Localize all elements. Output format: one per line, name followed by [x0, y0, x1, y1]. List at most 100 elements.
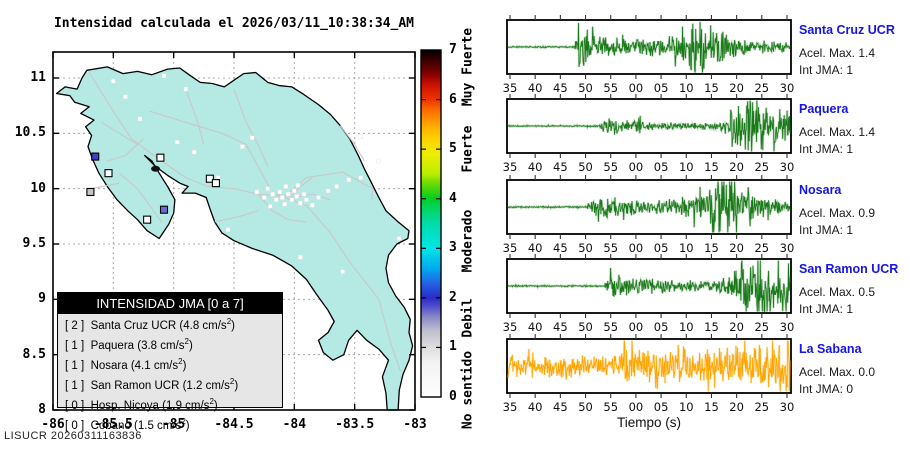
colorbar-category-label: Debil: [460, 298, 476, 338]
panel-x-tick-label: 35: [502, 160, 518, 174]
accel-max-label: Acel. Max. 1.4: [799, 46, 876, 60]
map-x-tick-label: -86: [41, 417, 65, 432]
station-dot: [358, 175, 363, 180]
station-dot: [283, 184, 289, 189]
panel-x-tick-label: 15: [704, 241, 719, 255]
station-dot: [397, 236, 402, 241]
map-y-tick-label: 9: [38, 291, 46, 307]
panel-x-tick-label: 25: [754, 320, 770, 334]
station-dot: [175, 139, 180, 145]
panel-x-tick-label: 10: [678, 160, 694, 174]
map-x-tick-label: -85.5: [93, 417, 133, 432]
map-y-tick-label: 10: [30, 180, 46, 196]
accel-max-label: Acel. Max. 0.9: [799, 206, 876, 220]
station-name-label: Nosara: [799, 183, 842, 197]
panel-x-tick-label: 05: [653, 160, 669, 174]
panel-x-tick-label: 15: [704, 320, 719, 334]
station-dot: [298, 255, 303, 260]
station-dot: [325, 188, 331, 194]
panel-x-tick-label: 00: [628, 241, 644, 255]
int-jma-label: Int JMA: 1: [799, 223, 854, 237]
waveform-trace: [507, 260, 791, 313]
legend-entry: [ 1 ] Nosara (4.1 cm/s2): [65, 357, 187, 372]
panel-x-tick-label: 50: [578, 241, 593, 255]
colorbar-number: 6: [449, 91, 457, 107]
station-name-label: San Ramon UCR: [799, 262, 899, 276]
station-dot: [346, 177, 351, 183]
station-dot: [240, 144, 245, 149]
roads: [88, 72, 402, 372]
panel-ticks: [509, 254, 788, 318]
panel-x-tick-label: 30: [779, 81, 795, 95]
panel-x-tick-label: 20: [729, 160, 744, 174]
map-y-tick-label: 10.5: [14, 125, 46, 141]
panel-x-tick-label: 35: [502, 81, 518, 95]
colorbar-number: 5: [449, 141, 457, 157]
panel-x-tick-label: 40: [527, 320, 543, 334]
station-dot: [310, 203, 315, 208]
intensity-marker: [143, 215, 152, 224]
legend-entry: [ 2 ] Santa Cruz UCR (4.8 cm/s2): [65, 317, 235, 332]
panel-x-tick-label: 40: [527, 160, 543, 174]
station-dot: [280, 195, 285, 200]
accel-max-label: Acel. Max. 0.0: [799, 365, 876, 379]
map-x-tick-label: -84.5: [214, 417, 254, 432]
station-dot: [294, 194, 299, 199]
panel-x-tick-label: 05: [653, 400, 669, 414]
station-name-label: La Sabana: [799, 342, 862, 356]
panel-x-tick-label: 50: [578, 400, 593, 414]
panel-x-tick-label: 35: [502, 400, 518, 414]
panel-x-tick-label: 20: [729, 81, 744, 95]
station-dot: [254, 189, 260, 195]
intensity-marker: [104, 169, 113, 178]
station-name-label: Santa Cruz UCR: [799, 23, 895, 37]
colorbar-frame: [420, 49, 442, 398]
legend-entry: [ 0 ] Hosp. Nicoya (1.9 cm/s2): [65, 397, 218, 412]
station-dot: [183, 86, 188, 92]
legend-rows: [ 2 ] Santa Cruz UCR (4.8 cm/s2) [ 1 ] Pa…: [58, 314, 282, 434]
accel-max-label: Acel. Max. 1.4: [799, 125, 876, 139]
panel-x-tick-label: 45: [553, 241, 568, 255]
intensity-legend: INTENSIDAD JMA [0 a 7] [ 2 ] Santa Cruz …: [57, 292, 283, 432]
station-dot: [111, 79, 116, 84]
panel-x-tick-label: 55: [603, 160, 619, 174]
station-dot: [292, 188, 297, 194]
intensity-marker: [156, 153, 165, 162]
intensity-markers: [86, 152, 220, 224]
panel-ticks: [509, 15, 788, 79]
panel-ticks: [509, 175, 788, 239]
panel-x-tick-label: 05: [653, 320, 669, 334]
panel-x-tick-label: 00: [628, 320, 644, 334]
int-jma-label: Int JMA: 0: [799, 382, 854, 396]
intensity-marker: [86, 187, 95, 197]
panel-x-tick-label: 25: [754, 241, 770, 255]
panel-ticks: [509, 334, 788, 398]
panel-x-tick-label: 25: [754, 81, 770, 95]
waveform-trace: [507, 181, 791, 233]
x-axis-title: Tiempo (s): [616, 415, 681, 430]
panel-x-tick-label: 40: [527, 81, 543, 95]
station-dot: [268, 204, 273, 209]
station-dot: [301, 191, 307, 197]
map-y-tick-label: 9.5: [22, 236, 46, 251]
panel-x-tick-label: 45: [553, 400, 568, 414]
colorbar-number: 3: [449, 240, 457, 256]
gulf-island: [151, 165, 161, 172]
colorbar-number: 4: [449, 190, 457, 206]
int-jma-label: Int JMA: 1: [799, 63, 854, 77]
panel-x-tick-label: 30: [779, 400, 795, 414]
panel-x-tick-label: 50: [578, 81, 593, 95]
panel-x-tick-label: 10: [678, 320, 694, 334]
colorbar-number: 2: [449, 289, 457, 305]
waveform-panel: [506, 254, 792, 318]
panel-x-tick-label: 50: [578, 320, 593, 334]
station-dot: [316, 195, 321, 200]
station-dot: [282, 201, 287, 207]
intensity-marker: [211, 179, 220, 188]
station-dots: [111, 73, 402, 274]
panel-x-tick-label: 15: [704, 160, 719, 174]
coastline: [55, 66, 414, 411]
map-title: Intensidad calculada el 2026/03/11_10:38…: [53, 16, 415, 31]
